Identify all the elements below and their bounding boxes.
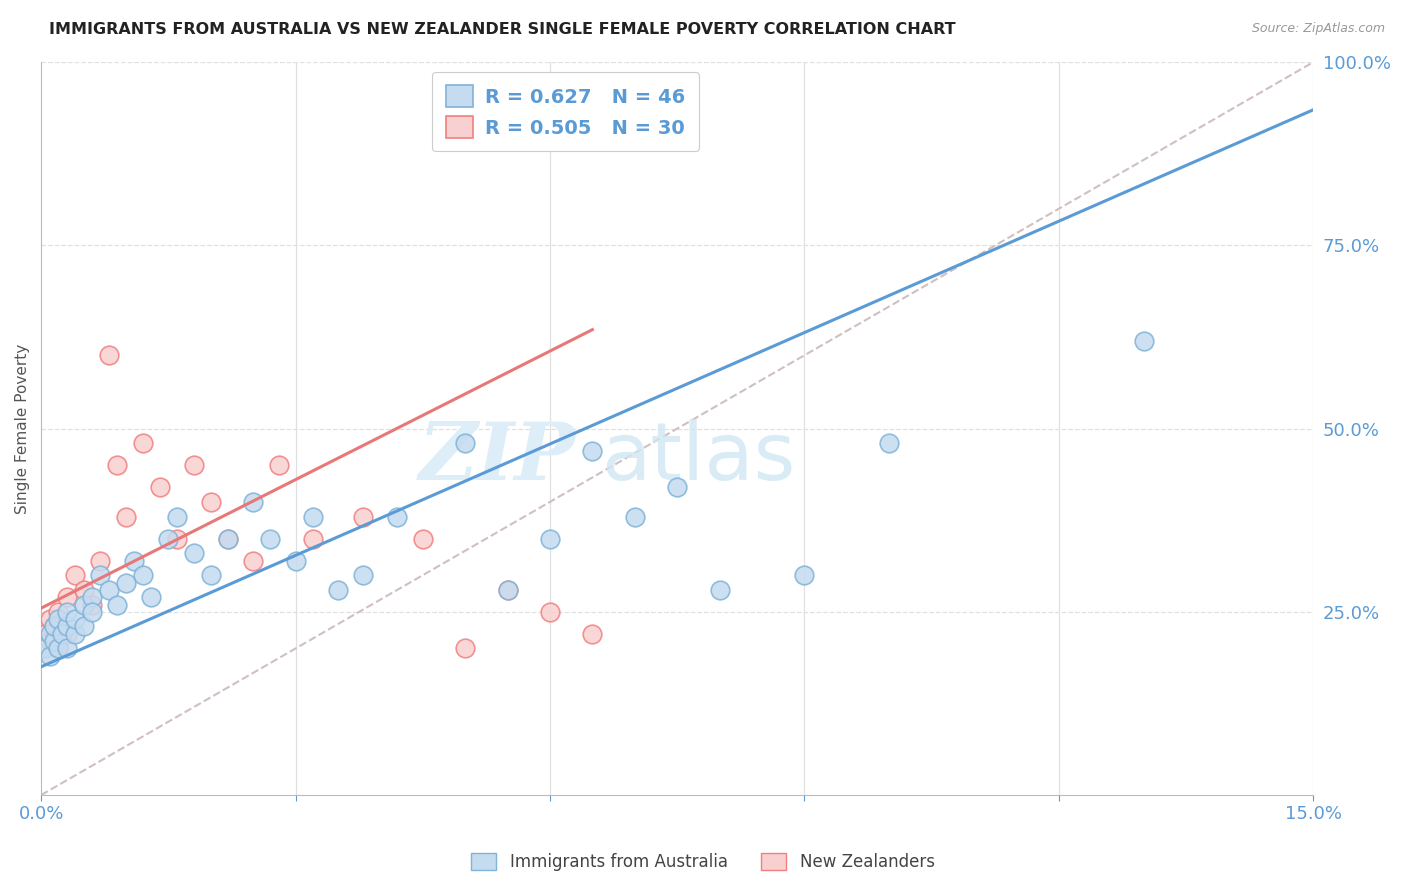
Point	[284, 553, 307, 567]
Point	[538, 532, 561, 546]
Point	[793, 568, 815, 582]
Y-axis label: Single Female Poverty: Single Female Poverty	[15, 343, 30, 514]
Point	[183, 458, 205, 473]
Point	[115, 575, 138, 590]
Text: atlas: atlas	[600, 419, 796, 497]
Point	[115, 509, 138, 524]
Point	[496, 582, 519, 597]
Point	[326, 582, 349, 597]
Point	[267, 458, 290, 473]
Point	[259, 532, 281, 546]
Point	[412, 532, 434, 546]
Point	[72, 619, 94, 633]
Point	[709, 582, 731, 597]
Legend: R = 0.627   N = 46, R = 0.505   N = 30: R = 0.627 N = 46, R = 0.505 N = 30	[433, 72, 699, 152]
Point	[38, 648, 60, 663]
Point	[38, 612, 60, 626]
Legend: Immigrants from Australia, New Zealanders: Immigrants from Australia, New Zealander…	[463, 845, 943, 880]
Point	[581, 443, 603, 458]
Point	[200, 568, 222, 582]
Point	[200, 495, 222, 509]
Point	[107, 598, 129, 612]
Point	[141, 590, 163, 604]
Point	[666, 480, 689, 494]
Point	[877, 436, 900, 450]
Point	[55, 627, 77, 641]
Point	[183, 546, 205, 560]
Point	[72, 582, 94, 597]
Point	[581, 627, 603, 641]
Point	[301, 532, 323, 546]
Point	[34, 627, 56, 641]
Text: Source: ZipAtlas.com: Source: ZipAtlas.com	[1251, 22, 1385, 36]
Point	[46, 605, 69, 619]
Point	[217, 532, 239, 546]
Point	[623, 509, 645, 524]
Point	[132, 568, 155, 582]
Point	[72, 598, 94, 612]
Point	[132, 436, 155, 450]
Point	[107, 458, 129, 473]
Point	[301, 509, 323, 524]
Point	[89, 553, 111, 567]
Point	[97, 582, 120, 597]
Point	[496, 582, 519, 597]
Point	[80, 590, 103, 604]
Point	[46, 612, 69, 626]
Point	[42, 619, 65, 633]
Point	[387, 509, 409, 524]
Point	[242, 553, 264, 567]
Point	[1132, 334, 1154, 348]
Point	[80, 598, 103, 612]
Point	[63, 612, 86, 626]
Point	[166, 532, 188, 546]
Point	[454, 641, 477, 656]
Point	[55, 590, 77, 604]
Point	[34, 641, 56, 656]
Text: ZIP: ZIP	[419, 419, 575, 497]
Point	[38, 634, 60, 648]
Text: IMMIGRANTS FROM AUSTRALIA VS NEW ZEALANDER SINGLE FEMALE POVERTY CORRELATION CHA: IMMIGRANTS FROM AUSTRALIA VS NEW ZEALAND…	[49, 22, 956, 37]
Point	[166, 509, 188, 524]
Point	[55, 641, 77, 656]
Point	[55, 605, 77, 619]
Point	[97, 348, 120, 362]
Point	[538, 605, 561, 619]
Point	[149, 480, 172, 494]
Point	[46, 641, 69, 656]
Point	[63, 568, 86, 582]
Point	[352, 509, 374, 524]
Point	[454, 436, 477, 450]
Point	[51, 627, 73, 641]
Point	[63, 627, 86, 641]
Point	[80, 605, 103, 619]
Point	[124, 553, 146, 567]
Point	[157, 532, 180, 546]
Point	[38, 627, 60, 641]
Point	[46, 641, 69, 656]
Point	[217, 532, 239, 546]
Point	[42, 619, 65, 633]
Point	[89, 568, 111, 582]
Point	[42, 634, 65, 648]
Point	[242, 495, 264, 509]
Point	[55, 619, 77, 633]
Point	[352, 568, 374, 582]
